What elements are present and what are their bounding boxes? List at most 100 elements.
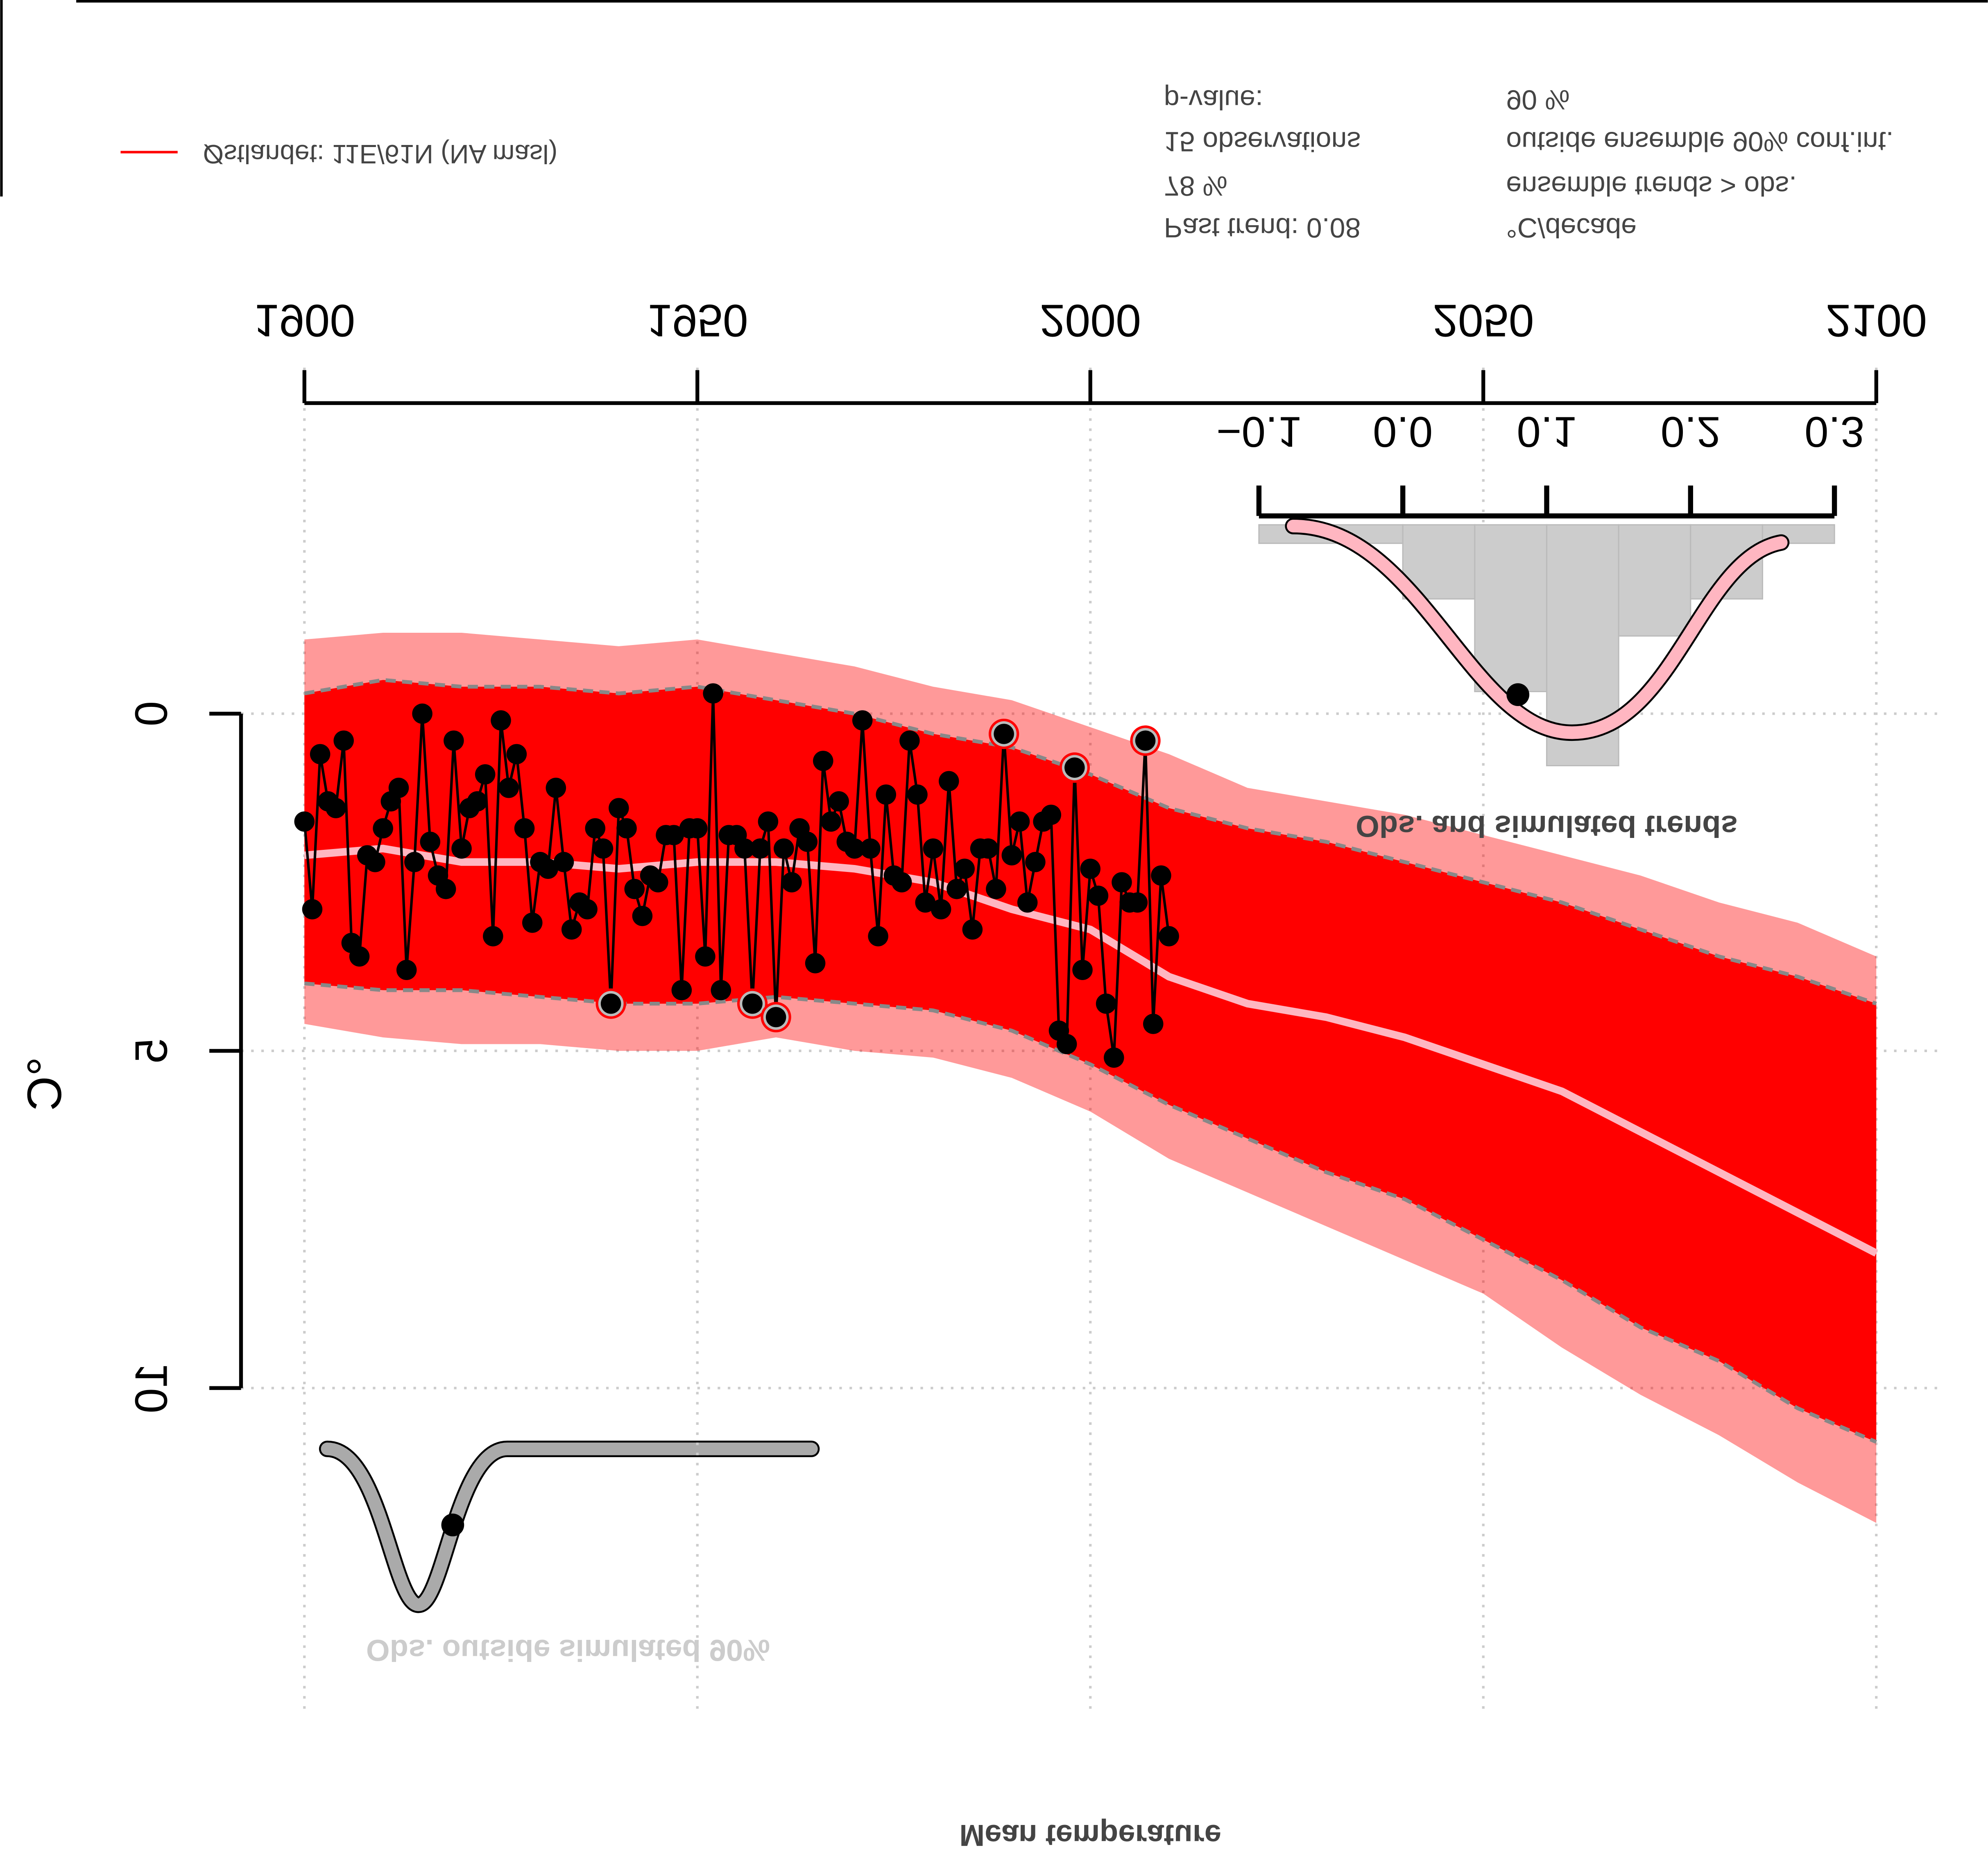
obs-point — [868, 926, 888, 946]
obs-point — [876, 784, 897, 805]
inset-tick-label: 0.3 — [1805, 408, 1864, 455]
obs-point — [396, 960, 417, 980]
obs-point — [1064, 757, 1085, 778]
ensemble-upper — [304, 981, 1877, 1444]
obs-point — [609, 798, 629, 818]
obs-point — [1025, 852, 1046, 872]
ensemble-band — [304, 680, 1877, 1442]
obs-point — [962, 919, 983, 940]
inset-tick-label: 0.2 — [1661, 408, 1721, 455]
obs-point — [585, 818, 606, 839]
obs-point — [546, 777, 566, 798]
obs-point — [734, 838, 755, 859]
obs-point — [388, 777, 409, 798]
obs-point — [860, 838, 881, 859]
gauge-curve — [321, 1442, 818, 1611]
obs-point — [915, 892, 936, 913]
obs-point — [986, 878, 1006, 899]
x-tick-label: 2000 — [1039, 295, 1141, 346]
obs-point — [663, 825, 684, 845]
obs-point — [1096, 993, 1116, 1014]
obs-point — [711, 980, 731, 1001]
obs-point — [805, 953, 826, 974]
past-trend-dot — [1506, 683, 1530, 706]
obs-point — [349, 946, 370, 967]
obs-point — [923, 838, 944, 859]
x-tick-label: 1950 — [647, 295, 748, 346]
obs-point — [1080, 858, 1100, 879]
obs-point — [1104, 1047, 1124, 1068]
obs-point — [852, 710, 873, 731]
obs-point — [1151, 865, 1171, 886]
inset-title: Obs. and simulated trends — [1356, 809, 1738, 843]
obs-point — [1135, 730, 1156, 751]
obs-point — [475, 764, 496, 785]
inset-tick-label: 0.0 — [1373, 408, 1433, 455]
obs-point — [467, 791, 488, 812]
y-tick-label: 0 — [125, 701, 177, 727]
obs-point — [899, 730, 920, 751]
obs-point — [632, 906, 653, 926]
obs-point — [829, 791, 849, 812]
obs-point — [978, 838, 999, 859]
inset-tick-label: 0.1 — [1517, 408, 1576, 455]
stat-label: 15 observations — [1164, 126, 1361, 157]
obs-point — [1159, 926, 1179, 946]
obs-point — [1009, 811, 1030, 832]
obs-point — [624, 878, 645, 899]
obs-point — [412, 703, 432, 724]
stat-value: 90 % — [1506, 84, 1569, 115]
obs-point — [365, 852, 385, 872]
legend-label: Østlandet: 11E/61N (NA masl) — [203, 139, 558, 169]
obs-point — [1143, 1014, 1164, 1034]
obs-point — [420, 831, 441, 852]
obs-point — [781, 872, 802, 892]
obs-point — [491, 710, 511, 731]
stat-value: outside ensemble 90% conf.int. — [1506, 126, 1893, 157]
obs-point — [648, 872, 668, 892]
chart-title: Mean temperature — [959, 1818, 1221, 1852]
obs-point — [326, 798, 346, 818]
obs-point — [435, 878, 456, 899]
hist-bar — [1474, 524, 1548, 693]
obs-point — [750, 838, 771, 859]
obs-point — [561, 919, 582, 940]
x-tick-label: 1900 — [254, 295, 355, 346]
obs-point — [821, 811, 841, 832]
obs-point — [946, 878, 967, 899]
y-tick-label: 5 — [125, 1038, 177, 1064]
stat-label: Past trend: 0.08 — [1164, 212, 1361, 243]
stat-value: ensemble trends > obs. — [1506, 170, 1797, 202]
hist-bar — [1618, 524, 1691, 637]
obs-point — [514, 818, 535, 839]
obs-point — [593, 838, 614, 859]
obs-point — [695, 946, 715, 967]
obs-point — [1041, 804, 1062, 825]
x-tick-label: 2100 — [1825, 295, 1927, 346]
obs-point — [671, 980, 692, 1001]
obs-point — [844, 838, 865, 859]
gauge-dot — [441, 1513, 464, 1537]
obs-point — [522, 912, 543, 933]
gauge-label: Obs. outside simulated 90% — [366, 1633, 770, 1667]
obs-point — [553, 852, 574, 872]
x-tick-label: 2050 — [1433, 295, 1534, 346]
trend-curve — [1286, 520, 1788, 739]
plot: 1900 1950 2000 2050 2100 0 5 10 °C Mean temperatu… — [18, 84, 1940, 1852]
obs-point — [404, 852, 425, 872]
obs-point — [577, 899, 598, 919]
obs-point — [373, 818, 393, 839]
obs-point — [1072, 960, 1093, 980]
obs-point — [483, 926, 503, 946]
obs-point — [758, 811, 779, 832]
obs-point — [1001, 845, 1022, 866]
stat-label: p-value: — [1164, 84, 1263, 115]
obs-point — [1112, 872, 1132, 892]
obs-point — [538, 858, 558, 879]
obs-point — [616, 818, 637, 839]
obs-point — [765, 1007, 786, 1028]
obs-point — [302, 899, 323, 919]
obs-point — [1127, 892, 1148, 913]
